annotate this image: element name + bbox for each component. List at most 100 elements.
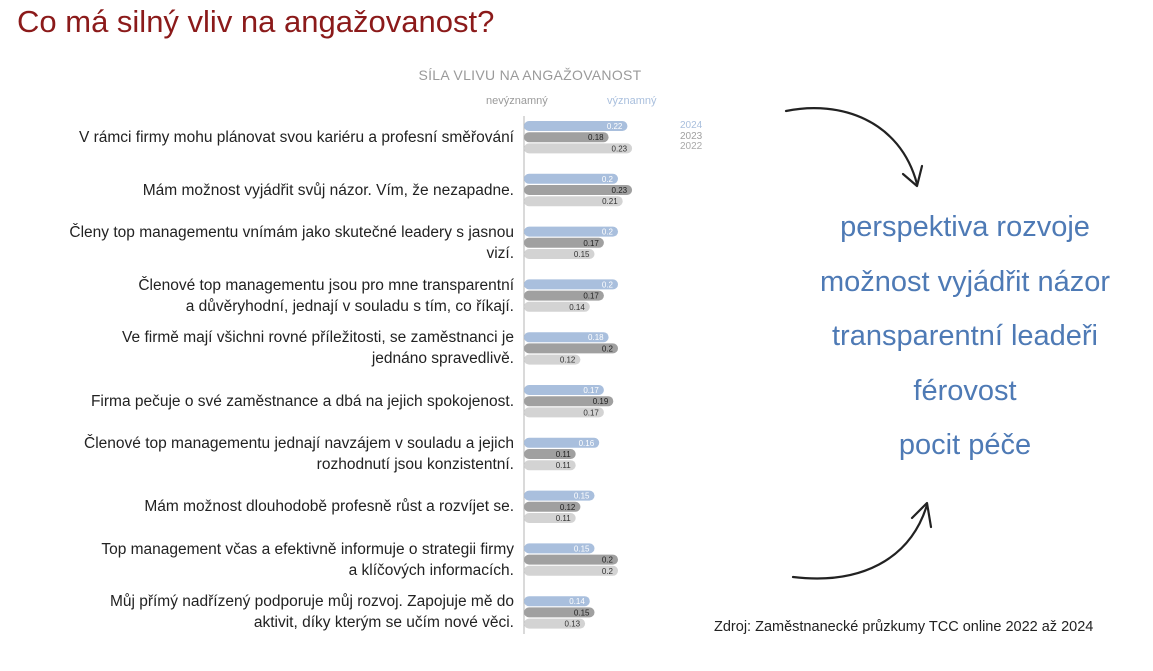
- bar-2024: [524, 543, 595, 554]
- bar-value-label: 0.15: [574, 492, 590, 501]
- bar-value-label: 0.14: [569, 303, 585, 312]
- arrow-head-top: [901, 164, 924, 188]
- bar-value-label: 0.18: [588, 333, 604, 342]
- bar-2024: [524, 385, 604, 395]
- bar-value-label: 0.19: [593, 397, 609, 406]
- bar-2023: [524, 185, 633, 195]
- category-label-line: V rámci firmy mohu plánovat svou kariéru…: [78, 128, 514, 146]
- scale-low-label: nevýznamný: [486, 95, 548, 107]
- bar-value-label: 0.11: [556, 514, 572, 523]
- legend-entry-2022: 2022: [680, 141, 703, 152]
- scale-high-label: významný: [607, 95, 657, 107]
- bar-value-label: 0.17: [583, 408, 599, 417]
- category-label-line: Členy top managementu vnímám jako skuteč…: [69, 223, 514, 241]
- curved-arrow-bottom: [791, 503, 929, 580]
- category-label: Členové top managementu jednají navzájem…: [0, 433, 514, 475]
- bar-value-label: 0.23: [612, 186, 628, 195]
- conclusion-item: pocit péče: [898, 429, 1032, 461]
- category-label-line: Členové top managementu jsou pro mne tra…: [138, 276, 514, 294]
- category-label-line: vizí.: [486, 244, 514, 262]
- bar-2023: [524, 132, 609, 143]
- category-label-line: rozhodnutí jsou konzistentní.: [316, 456, 514, 473]
- bar-2022: [524, 354, 581, 365]
- category-label: Mám možnost vyjádřit svůj názor. Vím, že…: [0, 180, 514, 201]
- category-label-line: Ve firmě mají všichni rovné příležitosti…: [122, 329, 514, 347]
- bar-2022: [524, 565, 618, 576]
- legend-entry-2024: 2024: [680, 120, 703, 131]
- bar-2024: [524, 437, 600, 448]
- curved-arrow-top: [784, 107, 919, 186]
- category-label-line: a důvěryhodní, jednají v souladu s tím, …: [185, 297, 514, 315]
- bar-2022: [524, 196, 623, 207]
- bar-value-label: 0.18: [588, 133, 604, 142]
- category-label-line: Firma pečuje o své zaměstnance a dbá na …: [90, 392, 514, 410]
- bar-2024: [524, 332, 609, 343]
- bar-2023: [524, 290, 604, 301]
- bar-2022: [524, 460, 576, 471]
- category-label-line: a klíčových informacích.: [348, 561, 514, 579]
- category-label-line: Můj přímý nadřízený podporuje můj rozvoj…: [109, 593, 514, 611]
- category-label: Členy top managementu vnímám jako skuteč…: [0, 222, 514, 264]
- bar-value-label: 0.17: [583, 292, 599, 301]
- conclusion-item: transparentní leadeři: [832, 320, 1098, 352]
- bar-value-label: 0.15: [574, 544, 590, 553]
- bar-2022: [524, 618, 586, 629]
- bar-2022: [524, 249, 595, 259]
- bar-2022: [524, 143, 633, 154]
- bar-value-label: 0.2: [602, 344, 614, 353]
- bar-value-label: 0.2: [602, 175, 614, 184]
- conclusions-list: perspektiva rozvoje možnost vyjádřit náz…: [780, 203, 1150, 476]
- bar-value-label: 0.22: [607, 122, 623, 131]
- bar-2023: [524, 343, 618, 354]
- category-label: V rámci firmy mohu plánovat svou kariéru…: [0, 127, 514, 148]
- bar-2022: [524, 407, 604, 418]
- bar-2022: [524, 301, 590, 312]
- bar-2024: [524, 121, 628, 131]
- bar-value-label: 0.11: [556, 461, 572, 470]
- category-label: Top management včas a efektivně informuj…: [0, 539, 514, 581]
- series-legend: 2024 2023 2022: [680, 120, 703, 153]
- category-label-line: Top management včas a efektivně informuj…: [101, 540, 514, 558]
- bar-2023: [524, 237, 604, 248]
- conclusion-item: férovost: [913, 374, 1017, 407]
- category-label-line: Členové top managementu jednají navzájem…: [84, 435, 514, 452]
- bar-2024: [524, 490, 595, 501]
- legend-entry-2023: 2023: [680, 130, 703, 142]
- bar-2023: [524, 607, 595, 618]
- bar-value-label: 0.14: [569, 597, 585, 606]
- bar-value-label: 0.23: [612, 144, 628, 153]
- bar-2024: [524, 279, 618, 290]
- category-label: Firma pečuje o své zaměstnance a dbá na …: [0, 391, 514, 412]
- bar-value-label: 0.17: [583, 239, 599, 248]
- bar-value-label: 0.15: [574, 608, 590, 617]
- bar-2022: [524, 513, 576, 523]
- bar-2023: [524, 501, 581, 512]
- bar-value-label: 0.15: [574, 250, 590, 259]
- conclusion-item: možnost vyjádřit názor: [819, 265, 1111, 298]
- category-label: Ve firmě mají všichni rovné příležitosti…: [0, 327, 514, 369]
- category-label-line: Mám možnost dlouhodobě profesně růst a r…: [144, 498, 514, 516]
- bar-value-label: 0.2: [602, 280, 614, 289]
- category-label: Členové top managementu jsou pro mne tra…: [0, 275, 514, 317]
- bar-2024: [524, 596, 590, 607]
- bar-value-label: 0.16: [579, 439, 595, 448]
- conclusion-item: perspektiva rozvoje: [840, 211, 1090, 243]
- category-label-line: jednáno spravedlivě.: [371, 350, 514, 368]
- category-label: Mám možnost dlouhodobě profesně růst a r…: [0, 496, 514, 517]
- bar-value-label: 0.2: [602, 228, 614, 237]
- bar-2023: [524, 396, 614, 407]
- page-title: Co má silný vliv na angažovanost?: [17, 4, 495, 39]
- category-label-line: aktivit, díky kterým se učím nové věci.: [253, 614, 514, 632]
- bar-2024: [524, 226, 618, 237]
- chart-title: SÍLA VLIVU NA ANGAŽOVANOST: [418, 67, 642, 83]
- bar-value-label: 0.21: [602, 197, 618, 206]
- bar-value-label: 0.2: [602, 567, 614, 576]
- category-label-line: Mám možnost vyjádřit svůj názor. Vím, že…: [142, 181, 514, 199]
- bar-2023: [524, 449, 576, 459]
- bar-2023: [524, 554, 618, 565]
- bar-value-label: 0.2: [602, 556, 614, 565]
- category-label: Můj přímý nadřízený podporuje můj rozvoj…: [0, 591, 514, 633]
- bar-value-label: 0.13: [565, 620, 581, 629]
- bar-value-label: 0.17: [583, 386, 599, 395]
- source-note: Zdroj: Zaměstnanecké průzkumy TCC online…: [714, 619, 1094, 635]
